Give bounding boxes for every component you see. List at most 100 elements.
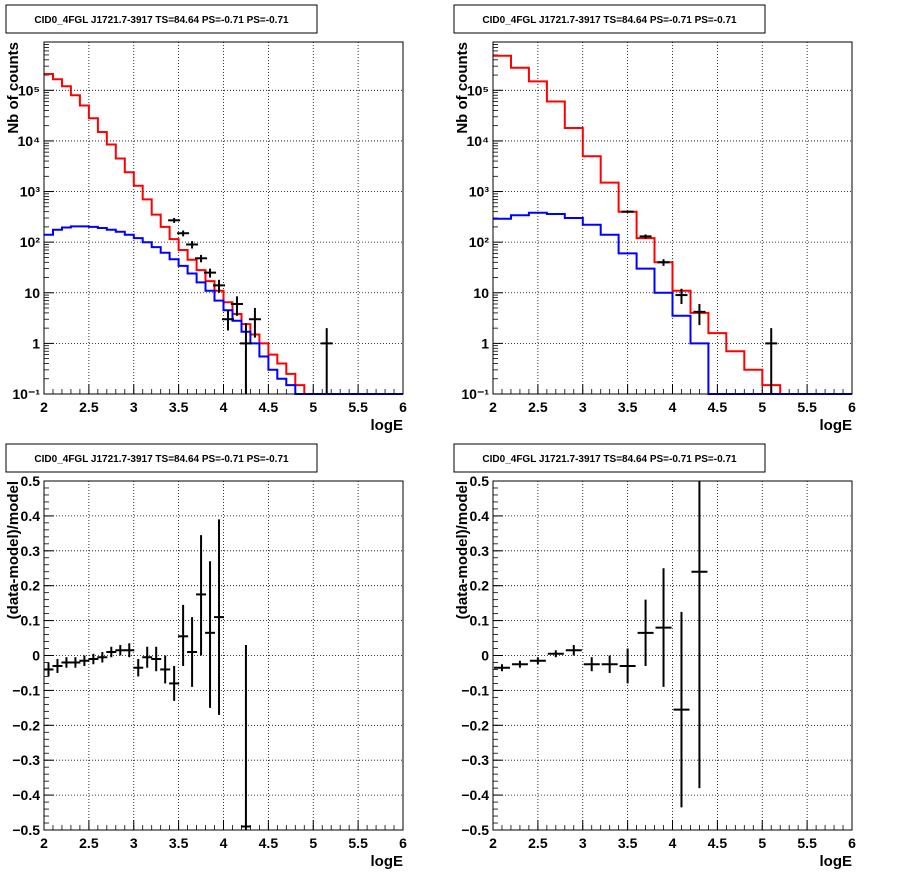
series-line-1 (493, 54, 852, 395)
y-tick-label: −0.2 (461, 717, 489, 733)
y-tick-label: −0.1 (12, 682, 40, 698)
y-tick-label: 10² (20, 234, 41, 250)
x-axis-label: logE (371, 417, 404, 434)
y-tick-label: 0.4 (470, 508, 490, 524)
y-tick-label: 10⁵ (18, 82, 40, 98)
series-line-2 (44, 225, 403, 395)
plot-frame (43, 41, 404, 395)
plot-frame (43, 480, 404, 831)
y-tick-label: −0.3 (461, 752, 489, 768)
y-tick-label: 0.3 (470, 543, 490, 559)
x-axis-label: logE (371, 853, 404, 870)
y-tick-label: −0.4 (461, 787, 489, 803)
x-tick-label: 2 (40, 835, 48, 851)
y-tick-label: −0.4 (12, 787, 40, 803)
chart-title-box (5, 443, 318, 473)
x-tick-label: 3.5 (169, 399, 189, 415)
chart-title: CID0_4FGL J1721.7-3917 TS=84.64 PS=-0.71… (482, 15, 737, 26)
y-tick-label: −0.3 (12, 752, 40, 768)
x-tick-label: 6 (848, 399, 856, 415)
y-tick-label: 0 (481, 648, 489, 664)
y-tick-label: −0.5 (461, 822, 489, 838)
x-tick-label: 2 (40, 399, 48, 415)
x-tick-label: 3 (130, 835, 138, 851)
plot-frame (492, 41, 853, 395)
y-tick-label: 0.2 (21, 578, 41, 594)
y-tick-label: 10⁴ (18, 133, 41, 149)
y-tick-label: 10 (473, 285, 489, 301)
y-tick-label: 10² (469, 234, 490, 250)
x-tick-label: 4.5 (708, 835, 728, 851)
x-axis-label: logE (820, 417, 853, 434)
x-tick-label: 5.5 (348, 399, 368, 415)
x-tick-label: 5 (758, 399, 766, 415)
y-tick-label: −0.5 (12, 822, 40, 838)
plot-frame (492, 480, 853, 831)
chart-title: CID0_4FGL J1721.7-3917 TS=84.64 PS=-0.71… (34, 454, 289, 465)
chart-title-box (5, 4, 318, 34)
x-tick-label: 5 (309, 399, 317, 415)
x-tick-label: 6 (399, 399, 407, 415)
x-axis-label: logE (820, 853, 853, 870)
y-tick-label: 0.4 (21, 508, 41, 524)
chart-title: CID0_4FGL J1721.7-3917 TS=84.64 PS=-0.71… (34, 15, 289, 26)
chart-panel-1: CID0_4FGL J1721.7-3917 TS=84.64 PS=-0.71… (5, 4, 407, 434)
chart-title-box (453, 4, 766, 34)
x-tick-label: 2.5 (528, 399, 548, 415)
chart-panel-4: CID0_4FGL J1721.7-3917 TS=84.64 PS=-0.71… (453, 443, 856, 870)
y-tick-label: 0.3 (21, 543, 41, 559)
y-tick-label: 1 (32, 335, 40, 351)
y-axis-label: (data-model)/model (5, 481, 22, 619)
y-tick-label: 0.2 (470, 578, 490, 594)
y-tick-label: 0.5 (21, 473, 41, 489)
x-tick-label: 4 (669, 399, 677, 415)
x-tick-label: 3 (579, 399, 587, 415)
x-tick-label: 2.5 (79, 835, 99, 851)
y-tick-label: −0.1 (461, 682, 489, 698)
x-tick-label: 5.5 (797, 399, 817, 415)
x-tick-label: 6 (399, 835, 407, 851)
x-tick-label: 4.5 (259, 399, 279, 415)
y-tick-label: 10⁵ (467, 82, 489, 98)
x-tick-label: 4.5 (259, 835, 279, 851)
x-tick-label: 2 (489, 835, 497, 851)
x-tick-label: 4 (669, 835, 677, 851)
x-tick-label: 2 (489, 399, 497, 415)
x-tick-label: 3 (130, 399, 138, 415)
x-tick-label: 5 (309, 835, 317, 851)
series-line-1 (44, 73, 403, 395)
x-tick-label: 5.5 (348, 835, 368, 851)
y-tick-label: 0.5 (470, 473, 490, 489)
y-tick-label: 1 (481, 335, 489, 351)
x-tick-label: 5 (758, 835, 766, 851)
x-tick-label: 3 (579, 835, 587, 851)
x-tick-label: 4 (220, 399, 228, 415)
chart-title-box (453, 443, 766, 473)
y-tick-label: 10⁻¹ (12, 386, 40, 402)
y-tick-label: 10⁻¹ (461, 386, 489, 402)
chart-panel-2: CID0_4FGL J1721.7-3917 TS=84.64 PS=-0.71… (453, 4, 856, 434)
x-tick-label: 2.5 (528, 835, 548, 851)
chart-title: CID0_4FGL J1721.7-3917 TS=84.64 PS=-0.71… (482, 454, 737, 465)
x-tick-label: 3.5 (618, 399, 638, 415)
y-tick-label: 10³ (20, 184, 41, 200)
y-tick-label: 0.1 (470, 613, 490, 629)
x-tick-label: 3.5 (618, 835, 638, 851)
chart-panel-3: CID0_4FGL J1721.7-3917 TS=84.64 PS=-0.71… (5, 443, 407, 870)
y-tick-label: 10 (24, 285, 40, 301)
y-axis-label: (data-model)/model (454, 481, 471, 619)
y-tick-label: 10⁴ (467, 133, 490, 149)
x-tick-label: 4 (220, 835, 228, 851)
y-tick-label: 0 (32, 648, 40, 664)
y-axis-label: Nb of counts (454, 42, 471, 134)
x-tick-label: 4.5 (708, 399, 728, 415)
y-tick-label: 10³ (469, 184, 490, 200)
x-tick-label: 3.5 (169, 835, 189, 851)
y-tick-label: −0.2 (12, 717, 40, 733)
x-tick-label: 2.5 (79, 399, 99, 415)
y-tick-label: 0.1 (21, 613, 41, 629)
y-axis-label: Nb of counts (5, 42, 22, 134)
x-tick-label: 5.5 (797, 835, 817, 851)
x-tick-label: 6 (848, 835, 856, 851)
